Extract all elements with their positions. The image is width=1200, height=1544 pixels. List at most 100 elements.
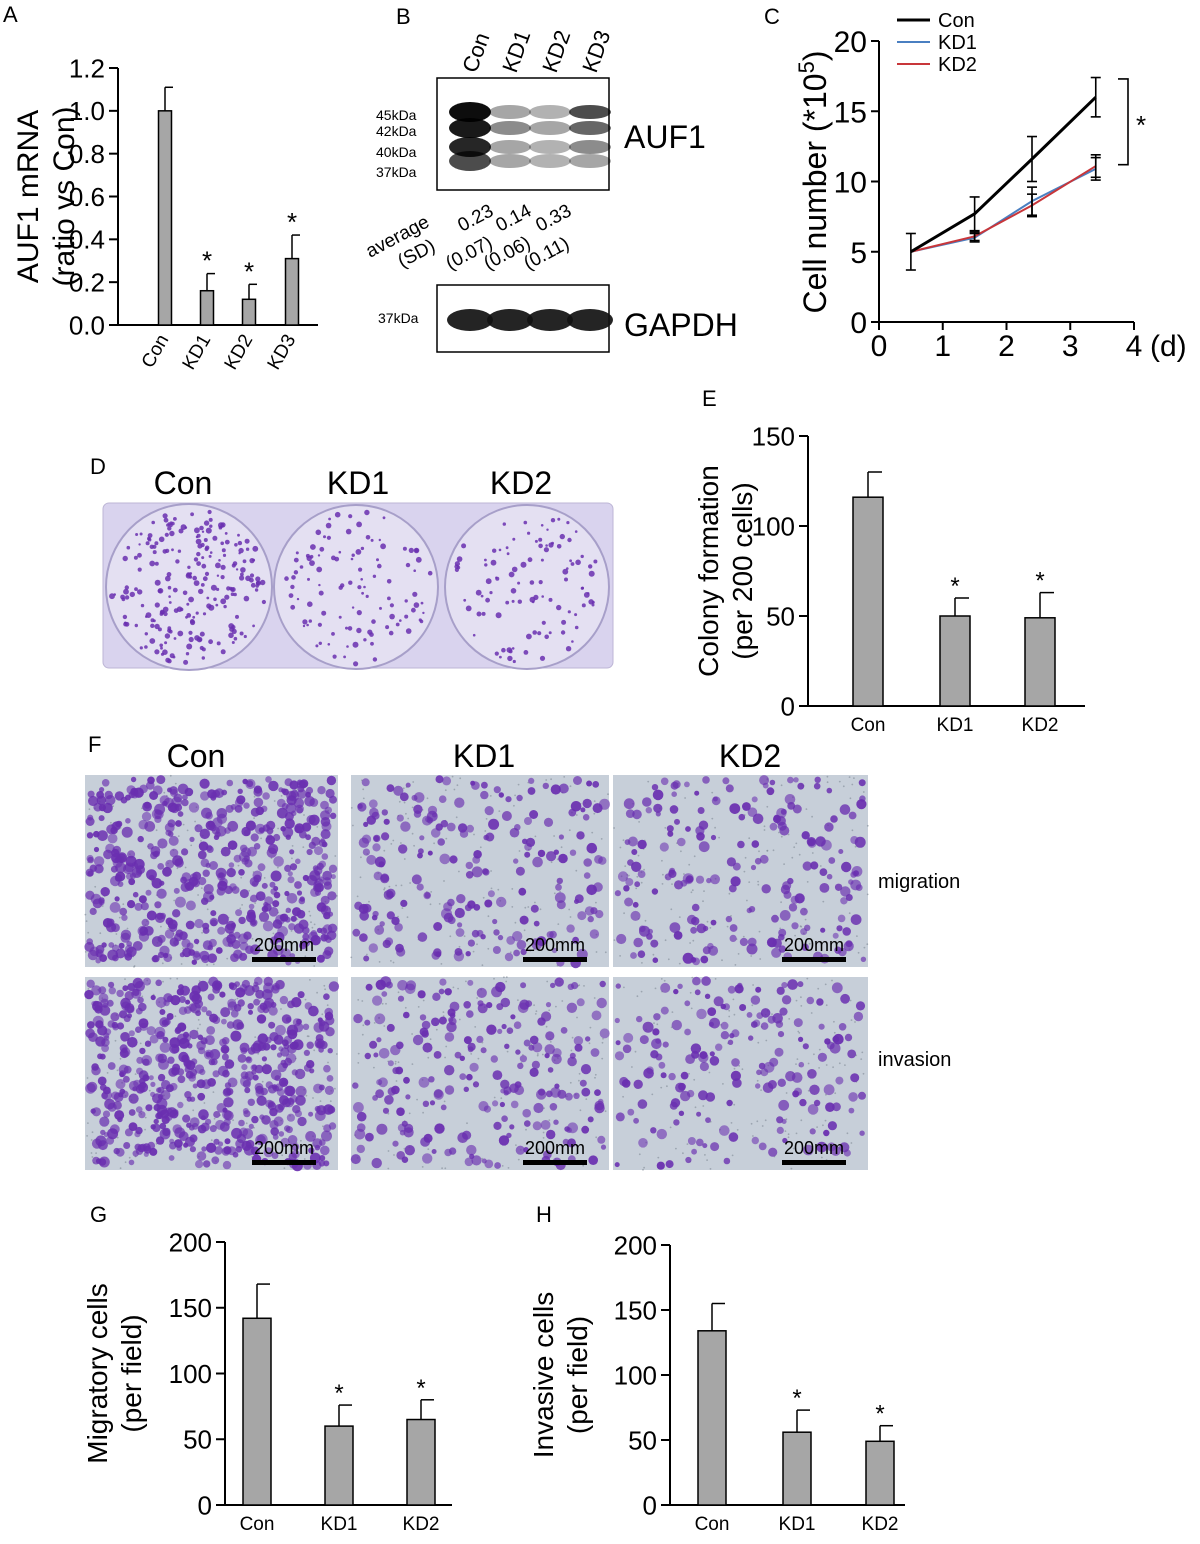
stained-cell — [235, 909, 243, 917]
stained-cell — [223, 1118, 231, 1126]
colony — [152, 550, 157, 555]
stained-cell — [819, 883, 830, 893]
stained-cell — [383, 890, 394, 900]
colony — [411, 607, 416, 613]
colony — [332, 654, 337, 659]
membrane-pore — [114, 1039, 117, 1042]
stained-cell — [387, 1060, 394, 1067]
stained-cell — [381, 991, 388, 997]
membrane-pore — [144, 1128, 147, 1131]
significance-star: * — [202, 246, 212, 276]
stained-cell — [423, 1133, 433, 1143]
membrane-pore — [313, 1049, 316, 1052]
colony — [169, 521, 173, 525]
colony — [399, 619, 402, 622]
colony — [183, 659, 189, 665]
membrane-pore — [110, 821, 112, 824]
stained-cell — [556, 900, 566, 910]
membrane-pore — [357, 1052, 360, 1055]
membrane-pore — [387, 1150, 390, 1152]
colony — [495, 576, 500, 581]
stained-cell — [673, 988, 679, 995]
stained-cell — [207, 953, 217, 963]
colony — [205, 527, 212, 534]
colony — [316, 566, 323, 573]
stained-cell — [520, 982, 527, 989]
y-tick-label: 0 — [643, 1490, 657, 1520]
membrane-pore — [561, 1000, 564, 1002]
membrane-pore — [458, 870, 460, 873]
stained-cell — [114, 1110, 125, 1121]
colony — [196, 561, 202, 566]
stained-cell — [669, 805, 679, 814]
stained-cell — [230, 804, 237, 810]
stained-cell — [200, 1037, 208, 1045]
membrane-pore — [122, 903, 125, 906]
stained-cell — [221, 1147, 231, 1156]
stained-cell — [238, 916, 246, 925]
stained-cell — [215, 947, 223, 954]
stained-cell — [363, 955, 370, 962]
bar-kd1 — [324, 1425, 354, 1506]
membrane-pore — [257, 1052, 260, 1055]
colony — [240, 567, 246, 573]
stained-cell — [201, 1006, 208, 1013]
membrane-pore — [689, 942, 691, 944]
membrane-pore — [826, 781, 829, 784]
stained-cell — [632, 809, 642, 820]
stained-cell — [453, 951, 465, 962]
stained-cell — [316, 954, 325, 963]
colony — [541, 620, 546, 625]
colony — [168, 595, 171, 598]
stained-cell — [720, 1003, 727, 1010]
colony — [221, 548, 226, 553]
stained-cell — [495, 981, 506, 993]
stained-cell — [114, 874, 123, 882]
stained-cell — [432, 992, 441, 1001]
stained-cell — [737, 840, 745, 849]
stained-cell — [159, 795, 170, 806]
membrane-pore — [397, 915, 399, 918]
colony — [574, 613, 578, 617]
stained-cell — [443, 912, 454, 923]
stained-cell — [702, 776, 710, 784]
membrane-pore — [553, 892, 556, 895]
stained-cell — [104, 790, 113, 800]
colony — [126, 545, 131, 550]
stained-cell — [582, 814, 590, 821]
membrane-pore — [579, 1109, 582, 1112]
stained-cell — [359, 933, 368, 942]
stained-cell — [301, 822, 312, 832]
stained-cell — [793, 777, 799, 783]
membrane-pore — [841, 944, 843, 947]
stained-cell — [583, 858, 592, 867]
stained-cell — [523, 1039, 531, 1047]
stained-cell — [803, 1144, 814, 1156]
stained-cell — [206, 1026, 216, 1035]
x-tick-label: KD2 — [862, 1514, 899, 1535]
stained-cell — [185, 900, 196, 911]
membrane-pore — [761, 1125, 764, 1127]
stained-cell — [169, 786, 178, 795]
y-tick-label: 0 — [781, 691, 795, 721]
stained-cell — [209, 917, 219, 927]
colony — [179, 607, 184, 612]
auf1-band — [529, 121, 571, 135]
stained-cell — [123, 1075, 130, 1083]
stained-cell — [809, 1084, 820, 1096]
colony — [171, 548, 174, 552]
stained-cell — [449, 855, 458, 864]
stained-cell — [576, 998, 585, 1007]
membrane-pore — [826, 775, 829, 778]
stained-cell — [825, 1102, 835, 1112]
stained-cell — [739, 1004, 747, 1011]
stained-cell — [152, 954, 160, 963]
stained-cell — [396, 814, 404, 822]
membrane-pore — [373, 1022, 376, 1024]
stained-cell — [107, 833, 118, 844]
membrane-pore — [591, 831, 594, 834]
stained-cell — [702, 1143, 708, 1149]
stained-cell — [364, 1052, 371, 1060]
membrane-pore — [636, 875, 639, 878]
stained-cell — [162, 1127, 171, 1137]
